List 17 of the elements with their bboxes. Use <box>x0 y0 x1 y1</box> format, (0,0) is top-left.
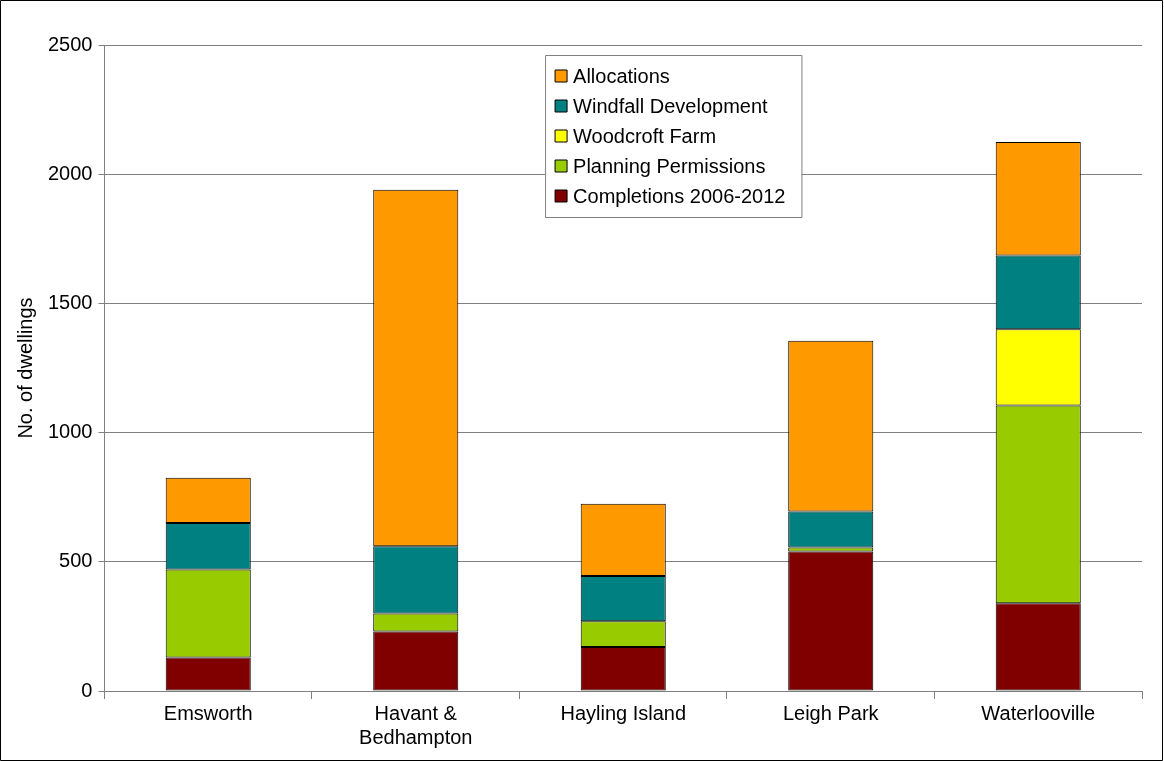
y-tick-label: 1500 <box>47 290 93 313</box>
x-tick-label: Hayling Island <box>560 701 687 724</box>
legend-label: Windfall Development <box>573 94 769 117</box>
y-tick-label: 2500 <box>47 32 93 55</box>
legend-label: Completions 2006-2012 <box>573 184 786 207</box>
y-tick-label: 0 <box>81 678 93 701</box>
x-tick-label: Leigh Park <box>782 701 880 724</box>
legend-label: Allocations <box>573 64 670 87</box>
x-tick-label: Emsworth <box>163 701 253 724</box>
x-tick-label: Waterlooville <box>981 701 1096 724</box>
legend-label: Planning Permissions <box>573 154 766 177</box>
y-axis-title: No. of dwellings <box>13 297 36 439</box>
y-tick-label: 500 <box>59 549 93 572</box>
y-tick-label: 1000 <box>47 420 93 443</box>
x-tick-label: Havant & Bedhampton <box>359 701 473 748</box>
y-tick-label: 2000 <box>47 161 93 184</box>
legend-label: Woodcroft Farm <box>573 124 717 147</box>
